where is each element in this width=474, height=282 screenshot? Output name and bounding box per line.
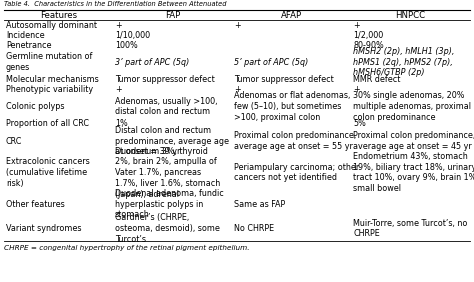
Text: Other features: Other features — [6, 200, 65, 209]
Text: Autosomally dominant: Autosomally dominant — [6, 21, 97, 30]
Text: 80-90%: 80-90% — [353, 41, 384, 50]
Text: Endometrium 43%, stomach
19%, biliary tract 18%, urinary
tract 10%, ovary 9%, br: Endometrium 43%, stomach 19%, biliary tr… — [353, 152, 474, 193]
Text: Tumor suppressor defect: Tumor suppressor defect — [115, 75, 215, 84]
Text: Features: Features — [40, 10, 77, 19]
Text: Adenomas or flat adenomas,
few (5–10), but sometimes
>100, proximal colon: Adenomas or flat adenomas, few (5–10), b… — [234, 91, 350, 122]
Text: MMR defect: MMR defect — [353, 75, 401, 84]
Text: +: + — [115, 85, 122, 94]
Text: Tumor suppressor defect: Tumor suppressor defect — [234, 75, 334, 84]
Text: +: + — [115, 21, 122, 30]
Text: Germline mutation of
genes: Germline mutation of genes — [6, 52, 92, 72]
Text: Proximal colon predominance,
average age at onset = 45 yr: Proximal colon predominance, average age… — [353, 131, 474, 151]
Text: Extracolonic cancers
(cumulative lifetime
risk): Extracolonic cancers (cumulative lifetim… — [6, 157, 90, 188]
Text: Duodenum 3%, thyroid
2%, brain 2%, ampulla of
Vater 1.7%, pancreas
1.7%, liver 1: Duodenum 3%, thyroid 2%, brain 2%, ampul… — [115, 147, 220, 199]
Text: Variant syndromes: Variant syndromes — [6, 224, 82, 233]
Text: +: + — [353, 21, 360, 30]
Text: +: + — [234, 21, 241, 30]
Text: Periampulary carcinoma; other
cancers not yet identified: Periampulary carcinoma; other cancers no… — [234, 163, 359, 182]
Text: 1/10,000: 1/10,000 — [115, 30, 150, 39]
Text: 1%: 1% — [115, 119, 128, 128]
Text: Incidence: Incidence — [6, 30, 45, 39]
Text: HNPCC: HNPCC — [395, 10, 426, 19]
Text: +: + — [353, 85, 360, 94]
Text: Gardner’s (CHRPE,
osteoma, desmoid), some
Turcot’s: Gardner’s (CHRPE, osteoma, desmoid), som… — [115, 213, 220, 244]
Text: Colonic polyps: Colonic polyps — [6, 102, 64, 111]
Text: 5’ part of APC (5q): 5’ part of APC (5q) — [234, 58, 308, 67]
Text: Proportion of all CRC: Proportion of all CRC — [6, 119, 89, 128]
Text: 3’ part of APC (5q): 3’ part of APC (5q) — [115, 58, 189, 67]
Text: Molecular mechanisms: Molecular mechanisms — [6, 75, 99, 84]
Text: 5%: 5% — [353, 119, 366, 128]
Text: Penetrance: Penetrance — [6, 41, 52, 50]
Text: No CHRPE: No CHRPE — [234, 224, 274, 233]
Text: AFAP: AFAP — [281, 10, 302, 19]
Text: +: + — [234, 85, 241, 94]
Text: hMSH2 (2p), hMLH1 (3p),
hPMS1 (2q), hPMS2 (7p),
hMSH6/GTBP (2p): hMSH2 (2p), hMLH1 (3p), hPMS1 (2q), hPMS… — [353, 47, 455, 78]
Text: Muir-Torre, some Turcot’s, no
CHRPE: Muir-Torre, some Turcot’s, no CHRPE — [353, 219, 467, 239]
Text: CRC: CRC — [6, 136, 22, 146]
Text: Adenomas, usually >100,
distal colon and rectum: Adenomas, usually >100, distal colon and… — [115, 97, 218, 116]
Text: CHRPE = congenital hypertrophy of the retinal pigment epithelium.: CHRPE = congenital hypertrophy of the re… — [4, 245, 249, 251]
Text: 100%: 100% — [115, 41, 138, 50]
Text: Table 4.  Characteristics in the Differentiation Between Attenuated: Table 4. Characteristics in the Differen… — [4, 1, 227, 7]
Text: Duodenal adenoma, fundic
hyperplastic polyps in
stomach: Duodenal adenoma, fundic hyperplastic po… — [115, 189, 224, 219]
Text: FAP: FAP — [165, 10, 180, 19]
Text: Proximal colon predominance,
average age at onset = 55 yr: Proximal colon predominance, average age… — [234, 131, 356, 151]
Text: Distal colon and rectum
predominance, average age
at onset = 39 yr: Distal colon and rectum predominance, av… — [115, 126, 229, 156]
Text: 30% single adenomas, 20%
multiple adenomas, proximal
colon predominance: 30% single adenomas, 20% multiple adenom… — [353, 91, 471, 122]
Text: 1/2,000: 1/2,000 — [353, 30, 383, 39]
Text: Same as FAP: Same as FAP — [234, 200, 285, 209]
Text: Phenotypic variability: Phenotypic variability — [6, 85, 93, 94]
